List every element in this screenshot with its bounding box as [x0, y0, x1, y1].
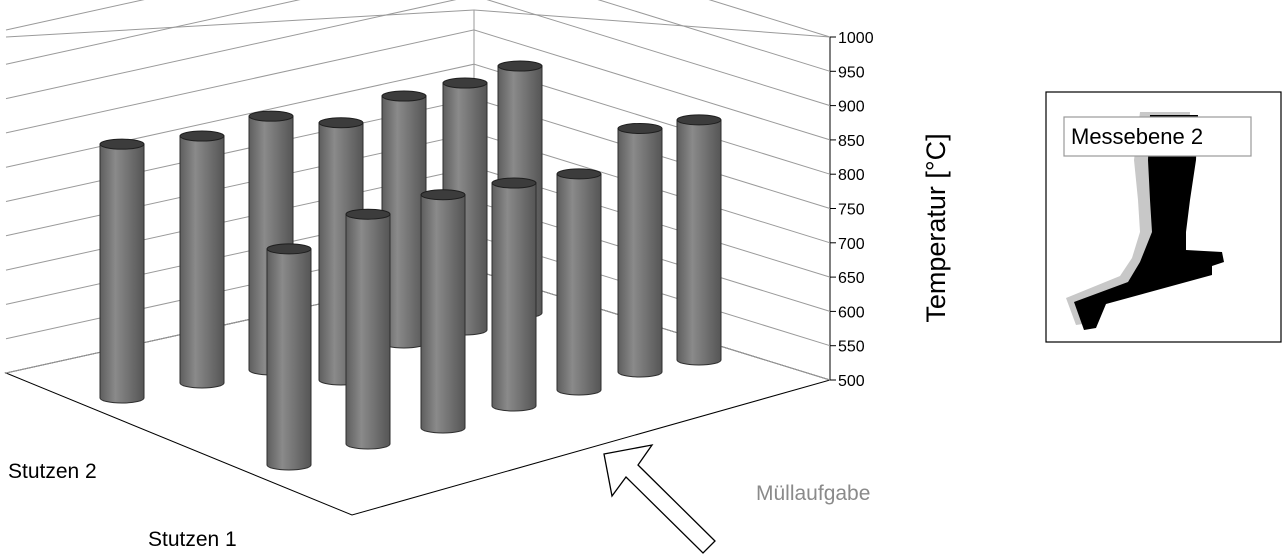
- arrow-icon: [603, 444, 716, 554]
- cylinder-body: [491, 182, 537, 412]
- tick-label: 1000: [838, 30, 874, 47]
- cylinder-body: [345, 213, 391, 450]
- cylinder-s1-2: [420, 189, 466, 434]
- cylinder-top: [491, 177, 537, 189]
- cylinder-body: [617, 127, 663, 378]
- inset-label: Messebene 2: [1071, 124, 1203, 149]
- tick-label: 750: [838, 202, 865, 219]
- cylinder-top: [556, 168, 602, 180]
- tick-label: 850: [838, 133, 865, 150]
- cylinder-top: [266, 243, 312, 255]
- cylinders: [99, 60, 722, 471]
- cylinder-body: [556, 173, 602, 396]
- cylinder-s1-3: [491, 177, 537, 412]
- cylinder-s0-1: [179, 130, 225, 389]
- inset-label-box: [1063, 116, 1252, 157]
- row-label-stutzen-2: Stutzen 2: [8, 460, 97, 483]
- cylinder-top: [99, 138, 145, 150]
- cylinder-top: [676, 114, 722, 126]
- cylinder-body: [420, 194, 466, 434]
- cylinder-s0-7: [617, 122, 663, 378]
- row-label-stutzen-1: Stutzen 1: [148, 528, 237, 551]
- tick-label: 800: [838, 167, 865, 184]
- cylinder-top: [420, 189, 466, 201]
- tick-label: 500: [838, 373, 865, 390]
- gridline: [5, 0, 831, 72]
- inset-panel: Messebene 2: [1045, 91, 1282, 343]
- feed-label: Müllaufgabe: [756, 482, 870, 505]
- cylinder-top: [179, 130, 225, 142]
- tick-label: 550: [838, 339, 865, 356]
- tick-label: 900: [838, 99, 865, 116]
- cylinder-s1-0: [266, 243, 312, 471]
- cylinder-top: [442, 77, 488, 89]
- tick-label: 650: [838, 270, 865, 287]
- cylinder-body: [676, 119, 722, 366]
- z-axis-tick-labels: 1000 950 900 850 800 750 700 650 600 550 500: [830, 30, 874, 390]
- cylinder-top: [381, 90, 427, 102]
- gridline: [5, 0, 831, 38]
- cylinder-body: [99, 143, 145, 404]
- gridline: [5, 0, 831, 107]
- right-wall-top-edge: [473, 9, 831, 38]
- gridline: [5, 29, 831, 141]
- cylinder-top: [248, 110, 294, 122]
- z-axis-title: Temperatur [°C]: [921, 133, 951, 322]
- cylinder-s1-1: [345, 208, 391, 450]
- cylinder-s0-0: [99, 138, 145, 404]
- cylinder-s1-4: [556, 168, 602, 396]
- cylinder-top: [617, 122, 663, 134]
- cylinder-top: [318, 117, 364, 129]
- cylinder-body: [266, 248, 312, 471]
- tick-label: 600: [838, 304, 865, 321]
- left-wall-top-edge: [5, 9, 475, 38]
- tick-label: 950: [838, 64, 865, 81]
- furnace-shape-icon: [1066, 112, 1224, 330]
- cylinder-body: [179, 135, 225, 389]
- tick-label: 700: [838, 236, 865, 253]
- cylinder-top: [497, 60, 543, 72]
- cylinder-s0-8: [676, 114, 722, 366]
- cylinder-top: [345, 208, 391, 220]
